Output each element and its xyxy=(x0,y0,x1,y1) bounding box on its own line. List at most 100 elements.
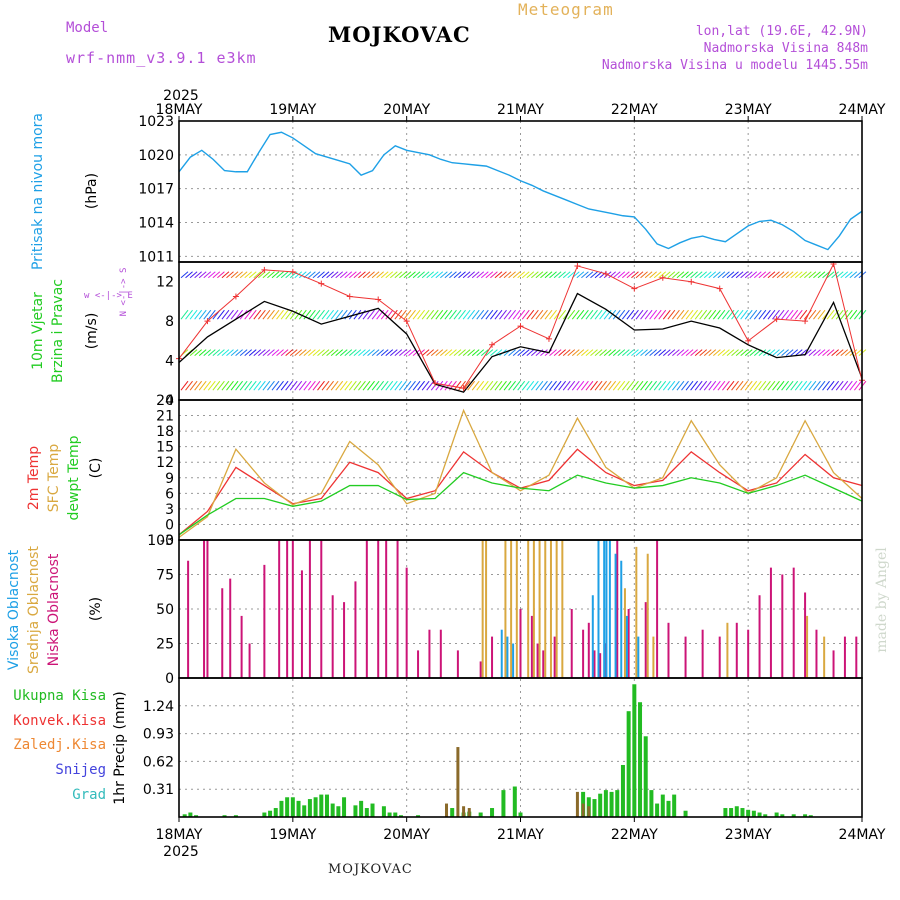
precip-total-bar xyxy=(774,812,779,817)
wind-arrow xyxy=(421,349,430,357)
wind-arrow xyxy=(731,271,739,279)
wind-arrow xyxy=(699,309,708,320)
wind-arrow xyxy=(335,380,344,391)
temp-tick-label: 6 xyxy=(165,486,174,502)
wind-arrow xyxy=(458,380,466,391)
wind-arrow xyxy=(753,380,762,391)
wind-arrow xyxy=(280,380,289,391)
wind-arrow xyxy=(449,309,457,320)
wind-arrow xyxy=(540,309,548,320)
wind-arrow xyxy=(262,380,271,391)
wind-arrow xyxy=(476,271,485,279)
wind-arrow xyxy=(471,271,480,279)
wind-arrow xyxy=(503,309,512,320)
wind-arrow xyxy=(644,349,653,357)
wind-arrow xyxy=(772,349,780,357)
wind-gust-point xyxy=(318,280,325,287)
wind-arrow xyxy=(667,349,676,357)
wind-arrow xyxy=(581,349,589,357)
wind-arrow xyxy=(835,349,844,357)
wind-arrow xyxy=(298,380,307,391)
wind-arrow xyxy=(508,380,516,391)
wind-arrow xyxy=(653,309,662,320)
wind-arrow xyxy=(649,271,657,279)
wind-arrow xyxy=(308,380,316,391)
temp-tick-label: 12 xyxy=(156,455,174,471)
wind-arrow xyxy=(590,271,598,279)
wind-arrow xyxy=(194,271,202,279)
wind-arrow xyxy=(822,380,830,391)
wind-arrow xyxy=(726,380,735,391)
date-label-top: 23MAY xyxy=(725,102,772,118)
wind-arrow xyxy=(353,380,362,391)
wind-arrow xyxy=(339,380,348,391)
wind-arrow xyxy=(676,271,685,279)
wind-arrow xyxy=(717,309,726,320)
wind-arrow xyxy=(335,349,344,357)
wind-arrow xyxy=(735,309,744,320)
wind-arrow xyxy=(453,349,462,357)
date-label-bottom: 23MAY xyxy=(725,827,772,843)
precip-total-bar xyxy=(307,799,312,817)
wind-arrow xyxy=(653,271,662,279)
wind-arrow xyxy=(817,309,826,320)
wind-arrow xyxy=(380,349,389,357)
wind-arrow xyxy=(248,309,257,320)
wind-arrow xyxy=(303,309,312,320)
wind-arrow xyxy=(644,309,653,320)
wind-arrow xyxy=(248,380,257,391)
wind-arrow xyxy=(708,349,717,357)
wind-arrow xyxy=(285,380,294,391)
wind-arrow xyxy=(558,380,567,391)
wind-arrow xyxy=(567,380,576,391)
wind-arrow xyxy=(371,271,380,279)
wind-arrow xyxy=(326,309,334,320)
wind-gust-point xyxy=(545,335,552,342)
wind-arrow xyxy=(626,349,635,357)
wind-arrow xyxy=(612,349,621,357)
wind-gust-point xyxy=(659,274,666,281)
wind-arrow xyxy=(794,380,803,391)
wind-arrow xyxy=(417,309,425,320)
wind-arrow xyxy=(189,380,198,391)
precip-total-bar xyxy=(666,800,671,817)
wind-arrow xyxy=(840,349,849,357)
wind-arrow xyxy=(781,271,789,279)
wind-arrow xyxy=(403,309,412,320)
wind-arrow xyxy=(722,349,730,357)
precip-total-bar xyxy=(757,812,762,817)
wind-title-1: 10m Vjetar xyxy=(30,292,46,370)
wind-arrow xyxy=(508,309,516,320)
wind-arrow xyxy=(462,349,471,357)
wind-arrow xyxy=(408,380,416,391)
wind-arrow xyxy=(599,349,607,357)
wind-arrow xyxy=(776,380,785,391)
wind-arrow xyxy=(303,380,312,391)
wind-arrow xyxy=(808,380,817,391)
wind-arrow xyxy=(271,349,280,357)
wind-arrow xyxy=(567,349,576,357)
precip-total-bar xyxy=(672,794,677,817)
wind-arrow xyxy=(681,271,689,279)
wind-arrow xyxy=(253,271,262,279)
date-label-top: 24MAY xyxy=(839,102,886,118)
precip-total-bar xyxy=(683,810,688,817)
temp-title-3: dewpt Temp xyxy=(66,435,82,520)
wind-arrow xyxy=(289,380,298,391)
wind-arrow xyxy=(471,380,480,391)
wind-arrow xyxy=(317,309,325,320)
precip-total-bar xyxy=(268,810,273,817)
temp-tick-label: 9 xyxy=(165,471,174,487)
wind-arrow xyxy=(662,380,671,391)
wind-arrow xyxy=(362,380,371,391)
wind-arrow xyxy=(385,380,394,391)
wind-arrow xyxy=(558,271,566,279)
wind-arrow xyxy=(503,271,512,279)
precip-total-bar xyxy=(364,808,369,817)
wind-arrow xyxy=(626,309,635,320)
precip-ylabel: 1hr Precip (mm) xyxy=(112,691,128,804)
wind-arrow xyxy=(526,271,535,279)
precip-total-bar xyxy=(638,702,643,817)
wind-arrow xyxy=(521,380,530,391)
precip-legend-5: Grad xyxy=(72,787,106,803)
